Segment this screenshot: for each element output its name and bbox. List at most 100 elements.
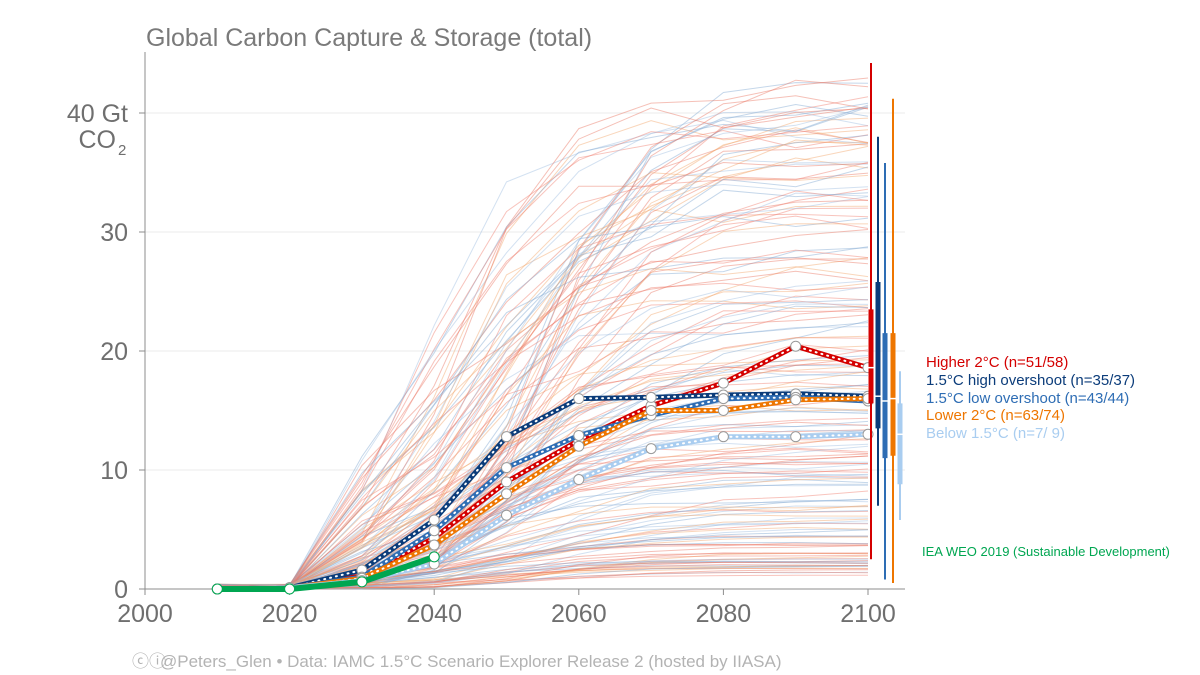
series-point-5-2020 [284,583,296,595]
y-tick-label-0: 0 [114,576,128,604]
scenario-line-75 [217,229,869,589]
scenario-line-93 [217,129,869,586]
y-tick-label-30: 30 [100,219,128,247]
scenario-line-142 [217,215,869,587]
legend-item-2: 1.5°C low overshoot (n=43/44) [926,390,1129,407]
series-point-4-2090 [790,431,802,443]
scenario-line-59 [217,183,869,588]
scenario-line-110 [217,357,869,588]
series-point-4-2050 [501,509,512,521]
x-tick-label-2080: 2080 [696,600,752,628]
chart-title: Global Carbon Capture & Storage (total) [146,24,592,52]
credit-cc-icon: ⓒⓘ [132,652,166,671]
range-bars [867,63,904,584]
scenario-line-126 [217,300,869,587]
series-point-3-2090 [790,394,802,406]
series-point-3-2050 [501,488,512,500]
series-point-2-2080 [717,393,729,405]
scenario-line-0 [217,558,869,590]
y-ticks: 0 10 20 30 [100,112,145,604]
scenario-line-42 [217,247,869,587]
series-point-1-2060 [573,393,585,405]
scenario-line-52 [217,106,869,589]
scenario-line-158 [217,308,869,588]
series-point-3-2060 [573,440,585,452]
scenario-line-157 [217,189,869,586]
scenario-line-11 [217,120,869,587]
scenario-line-61 [217,345,869,589]
scenario-line-178 [217,249,869,588]
series-point-1-2040 [428,514,440,526]
scenario-line-1 [217,205,869,590]
x-tick-label-2020: 2020 [262,600,318,628]
scenario-line-40 [217,106,869,589]
scenario-line-16 [217,157,869,589]
scenario-line-20 [217,314,869,590]
legend-item-0: Higher 2°C (n=51/58) [926,354,1068,371]
series-point-3-2080 [717,405,729,416]
scenario-line-170 [217,161,869,589]
scenario-line-164 [217,286,869,590]
scenario-line-56 [217,127,869,589]
scenario-line-81 [217,117,869,589]
legend-item-3: Lower 2°C (n=63/74) [926,407,1065,424]
scenario-line-17 [217,102,869,590]
scenario-line-116 [217,371,869,590]
scenario-line-50 [217,455,869,589]
median-series-lines [211,340,874,595]
series-point-0-2090 [790,340,802,352]
y-tick-label-20: 20 [100,338,128,366]
y-axis-label-line1: 40 Gt [67,100,128,128]
series-point-2-2040 [428,525,440,537]
legend-item-1: 1.5°C high overshoot (n=35/37) [926,372,1135,389]
x-tick-label-2100: 2100 [840,600,896,628]
scenario-line-65 [217,461,869,589]
scenario-line-41 [217,141,869,589]
scenario-line-46 [217,257,869,588]
credit-text: @Peters_Glen • Data: IAMC 1.5°C Scenario… [160,652,782,671]
x-tick-label-2060: 2060 [551,600,607,628]
scenario-line-148 [217,125,869,590]
background-scenario-lines [217,77,869,590]
scenario-line-133 [217,161,869,590]
series-point-5-2010 [211,583,223,595]
series-point-3-2070 [645,405,657,416]
scenario-line-91 [217,172,869,589]
scenario-line-87 [217,104,869,587]
scenario-line-146 [217,506,869,585]
series-point-5-2030 [356,576,368,588]
scenario-line-64 [217,326,869,588]
scenario-line-169 [217,163,869,587]
scenario-line-112 [217,134,869,588]
series-point-0-2080 [717,377,729,389]
scenario-line-70 [217,77,869,589]
scenario-line-134 [217,192,869,589]
x-tick-label-2000: 2000 [117,600,173,628]
series-point-4-2080 [717,431,729,443]
scenario-line-162 [217,166,869,589]
scenario-line-108 [217,207,869,589]
series-point-4-2070 [645,443,657,455]
series-point-4-2060 [573,474,585,486]
scenario-line-7 [217,364,869,589]
scenario-line-25 [217,129,869,586]
scenario-line-113 [217,310,869,589]
series-point-1-2070 [645,391,657,403]
scenario-line-109 [217,111,869,589]
series-line-dots-1 [216,392,869,590]
scenario-line-174 [217,303,869,589]
scenario-line-131 [217,266,869,587]
scenario-line-118 [217,563,869,590]
scenario-line-159 [217,280,869,586]
scenario-line-144 [217,106,869,590]
scenario-line-138 [217,213,869,587]
series-point-3-2040 [428,539,440,551]
series-line-5 [217,554,436,592]
scenario-line-33 [217,300,869,590]
scenario-line-172 [217,565,869,590]
legend: Higher 2°C (n=51/58)1.5°C high overshoot… [926,354,1135,442]
series-point-2-2050 [501,462,512,474]
scenario-line-6 [217,145,869,587]
scenario-line-163 [217,282,869,589]
